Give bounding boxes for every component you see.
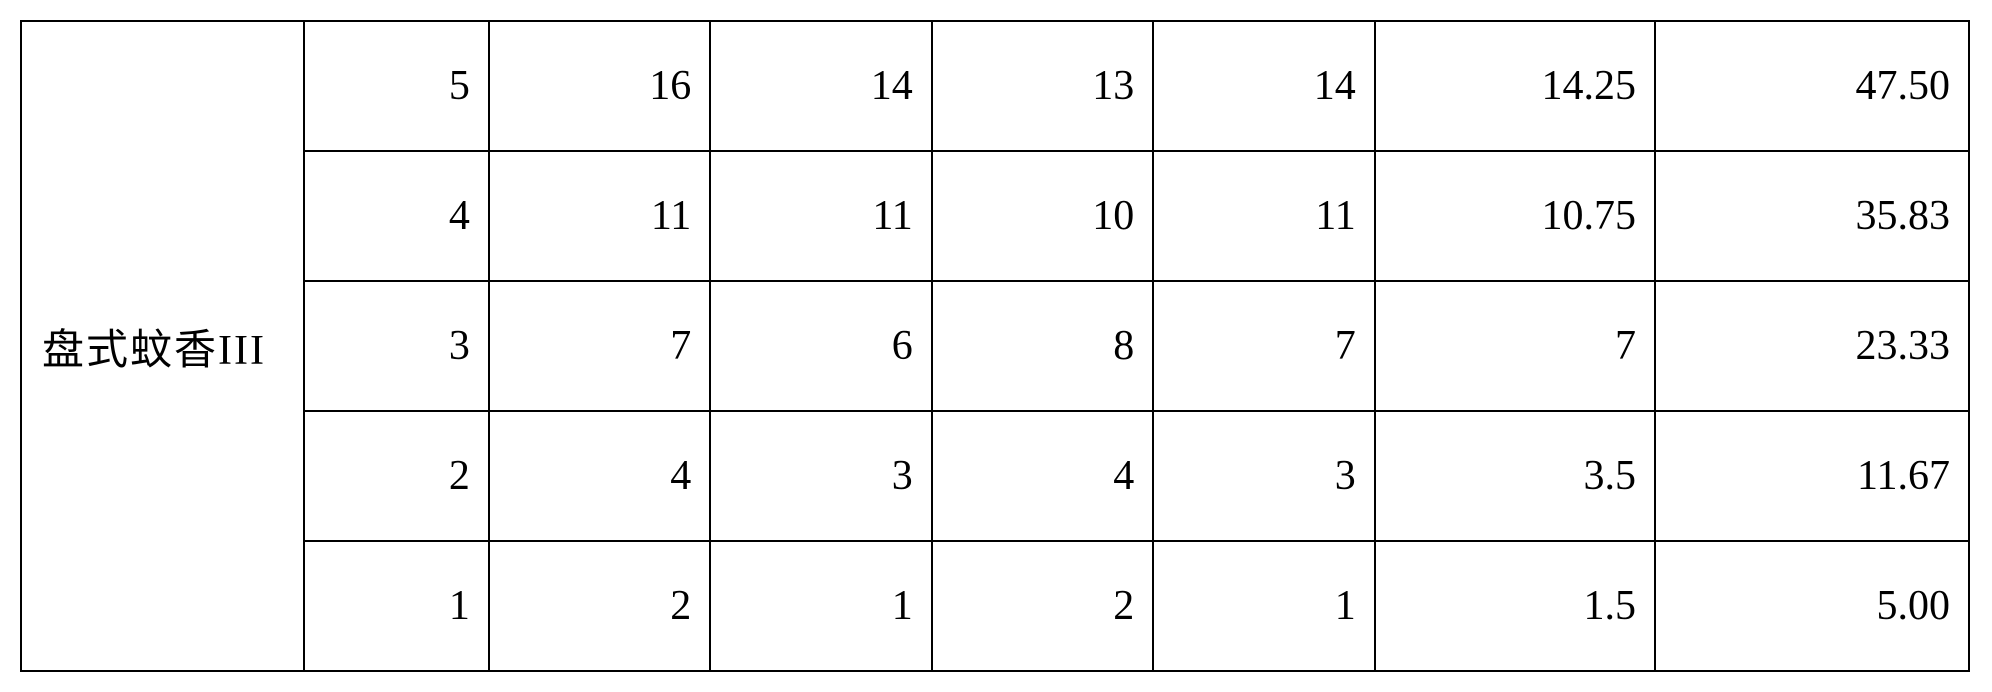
table-row: 盘式蚊香III 5 16 14 13 14 14.25 47.50 bbox=[21, 21, 1969, 151]
cell: 2 bbox=[932, 541, 1153, 671]
cell: 1.5 bbox=[1375, 541, 1655, 671]
cell: 23.33 bbox=[1655, 281, 1969, 411]
cell: 14 bbox=[710, 21, 931, 151]
table-row: 4 11 11 10 11 10.75 35.83 bbox=[21, 151, 1969, 281]
table-row: 3 7 6 8 7 7 23.33 bbox=[21, 281, 1969, 411]
cell: 7 bbox=[1375, 281, 1655, 411]
cell: 10 bbox=[932, 151, 1153, 281]
cell: 1 bbox=[1153, 541, 1374, 671]
cell: 13 bbox=[932, 21, 1153, 151]
cell: 14.25 bbox=[1375, 21, 1655, 151]
data-table: 盘式蚊香III 5 16 14 13 14 14.25 47.50 4 11 1… bbox=[20, 20, 1970, 672]
cell: 5 bbox=[304, 21, 488, 151]
cell: 35.83 bbox=[1655, 151, 1969, 281]
cell: 3 bbox=[304, 281, 488, 411]
table-row: 2 4 3 4 3 3.5 11.67 bbox=[21, 411, 1969, 541]
cell: 11 bbox=[1153, 151, 1374, 281]
cell: 1 bbox=[304, 541, 488, 671]
table-row: 1 2 1 2 1 1.5 5.00 bbox=[21, 541, 1969, 671]
cell: 2 bbox=[304, 411, 488, 541]
cell: 5.00 bbox=[1655, 541, 1969, 671]
cell: 3 bbox=[1153, 411, 1374, 541]
cell: 7 bbox=[1153, 281, 1374, 411]
cell: 11 bbox=[489, 151, 710, 281]
cell: 11.67 bbox=[1655, 411, 1969, 541]
cell: 7 bbox=[489, 281, 710, 411]
cell: 4 bbox=[932, 411, 1153, 541]
cell: 6 bbox=[710, 281, 931, 411]
cell: 16 bbox=[489, 21, 710, 151]
cell: 3.5 bbox=[1375, 411, 1655, 541]
cell: 10.75 bbox=[1375, 151, 1655, 281]
cell: 4 bbox=[304, 151, 488, 281]
cell: 11 bbox=[710, 151, 931, 281]
cell: 8 bbox=[932, 281, 1153, 411]
row-group-label: 盘式蚊香III bbox=[21, 21, 304, 671]
cell: 47.50 bbox=[1655, 21, 1969, 151]
cell: 1 bbox=[710, 541, 931, 671]
cell: 4 bbox=[489, 411, 710, 541]
cell: 3 bbox=[710, 411, 931, 541]
cell: 2 bbox=[489, 541, 710, 671]
cell: 14 bbox=[1153, 21, 1374, 151]
